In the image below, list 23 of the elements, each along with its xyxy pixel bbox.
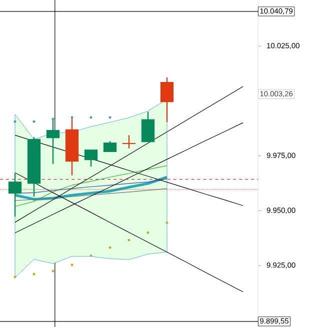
candlestick xyxy=(103,140,117,152)
point xyxy=(14,276,16,278)
point xyxy=(70,264,74,266)
candlestick xyxy=(122,134,136,149)
point xyxy=(32,120,36,123)
point xyxy=(128,238,130,242)
point xyxy=(108,246,112,249)
point xyxy=(90,254,92,257)
point xyxy=(146,231,150,234)
point xyxy=(70,116,74,119)
point xyxy=(52,118,54,120)
point xyxy=(90,116,92,119)
candlestick xyxy=(84,149,98,168)
point xyxy=(166,221,168,224)
candlestick xyxy=(8,172,22,218)
line-series xyxy=(14,165,168,207)
point xyxy=(32,272,36,276)
point xyxy=(52,270,54,272)
point xyxy=(14,120,16,123)
candlestick xyxy=(46,118,60,165)
candlestick xyxy=(160,76,174,123)
point xyxy=(108,116,112,119)
candlestick xyxy=(141,111,155,142)
